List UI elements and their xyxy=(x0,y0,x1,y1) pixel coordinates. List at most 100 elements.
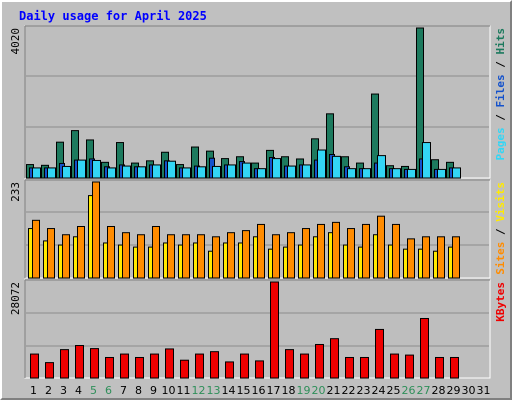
x-tick-label: 22 xyxy=(342,384,356,397)
x-tick-label: 9 xyxy=(150,384,157,397)
bar-sites-day-6 xyxy=(107,225,115,279)
bar-pages-day-3 xyxy=(62,165,71,179)
x-tick-label: 24 xyxy=(372,384,386,397)
x-tick-label: 20 xyxy=(312,384,326,397)
bar-sites-day-29 xyxy=(452,236,460,279)
bar-kbytes-day-24 xyxy=(375,328,384,379)
bar-sites-day-3 xyxy=(62,234,70,279)
legend-item: Sites xyxy=(494,242,507,275)
y-max-label: 4020 xyxy=(9,28,22,55)
bar-pages-day-10 xyxy=(167,160,176,179)
x-tick-label: 28 xyxy=(432,384,446,397)
x-tick-label: 17 xyxy=(267,384,281,397)
bar-pages-day-2 xyxy=(47,167,56,179)
bar-kbytes-day-28 xyxy=(435,356,444,379)
bar-kbytes-day-27 xyxy=(420,317,429,379)
bar-sites-day-16 xyxy=(257,223,265,279)
bar-sites-day-9 xyxy=(152,225,160,279)
x-tick-label: 23 xyxy=(357,384,371,397)
bar-kbytes-day-19 xyxy=(300,353,309,379)
bar-sites-day-28 xyxy=(437,236,445,279)
bar-kbytes-day-6 xyxy=(105,356,114,379)
bar-kbytes-day-5 xyxy=(90,348,99,379)
bar-sites-day-19 xyxy=(302,228,310,279)
bar-kbytes-day-20 xyxy=(315,343,324,379)
bar-sites-day-20 xyxy=(317,223,325,279)
bar-sites-day-23 xyxy=(362,223,370,279)
bar-pages-day-19 xyxy=(302,164,311,179)
panel-visits-sites: 233 Sites / Visits xyxy=(9,179,507,279)
x-tick-label: 18 xyxy=(282,384,296,397)
bar-kbytes-day-22 xyxy=(345,356,354,379)
bar-sites-day-4 xyxy=(77,225,85,279)
bar-kbytes-day-21 xyxy=(330,338,339,379)
x-tick-label: 10 xyxy=(162,384,176,397)
bar-kbytes-day-11 xyxy=(180,359,189,379)
bar-pages-day-26 xyxy=(407,168,416,179)
bar-pages-day-6 xyxy=(107,167,116,179)
x-tick-label: 27 xyxy=(417,384,431,397)
bar-sites-day-10 xyxy=(167,234,175,279)
x-tick-label: 2 xyxy=(45,384,52,397)
legend: Pages / Files / Hits xyxy=(494,28,507,161)
x-tick-label: 19 xyxy=(297,384,311,397)
x-tick-label: 5 xyxy=(90,384,97,397)
bar-kbytes-day-7 xyxy=(120,353,129,379)
bar-pages-day-20 xyxy=(317,149,326,179)
bar-sites-day-27 xyxy=(422,236,430,279)
x-tick-label: 26 xyxy=(402,384,416,397)
x-tick-label: 4 xyxy=(75,384,82,397)
bar-pages-day-1 xyxy=(32,167,41,179)
bar-sites-day-15 xyxy=(242,230,250,279)
bar-kbytes-day-17 xyxy=(270,281,279,379)
bar-kbytes-day-2 xyxy=(45,362,54,379)
bar-pages-day-8 xyxy=(137,166,146,179)
y-max-label: 233 xyxy=(9,182,22,202)
panel-hits-files-pages: 4020 Pages / Files / Hits xyxy=(9,25,507,179)
bar-pages-day-27 xyxy=(422,142,431,179)
x-tick-label: 3 xyxy=(60,384,67,397)
bar-sites-day-21 xyxy=(332,221,340,279)
legend: KBytes xyxy=(494,282,507,322)
bar-pages-day-12 xyxy=(197,166,206,179)
legend-item: Files xyxy=(494,74,507,107)
bar-kbytes-day-23 xyxy=(360,356,369,379)
bar-kbytes-day-10 xyxy=(165,348,174,379)
x-tick-label: 7 xyxy=(120,384,127,397)
bar-pages-day-29 xyxy=(452,167,461,179)
x-tick-label: 6 xyxy=(105,384,112,397)
bar-pages-day-15 xyxy=(242,162,251,179)
legend-item: Pages xyxy=(494,127,507,160)
bar-sites-day-25 xyxy=(392,223,400,279)
bar-sites-day-14 xyxy=(227,232,235,279)
bar-pages-day-24 xyxy=(377,155,386,179)
bar-sites-day-18 xyxy=(287,232,295,279)
bar-pages-day-9 xyxy=(152,164,161,179)
bar-sites-day-2 xyxy=(47,228,55,279)
x-tick-label: 8 xyxy=(135,384,142,397)
bar-pages-day-23 xyxy=(362,168,371,179)
bar-sites-day-24 xyxy=(377,215,385,279)
bar-sites-day-17 xyxy=(272,234,280,279)
x-tick-label: 12 xyxy=(192,384,206,397)
bar-sites-day-1 xyxy=(32,219,40,279)
bar-sites-day-22 xyxy=(347,228,355,279)
bar-kbytes-day-29 xyxy=(450,356,459,379)
x-tick-label: 15 xyxy=(237,384,251,397)
bar-pages-day-21 xyxy=(332,155,341,179)
bar-kbytes-day-3 xyxy=(60,349,69,379)
bar-kbytes-day-26 xyxy=(405,354,414,379)
x-tick-label: 16 xyxy=(252,384,266,397)
bar-sites-day-26 xyxy=(407,238,415,279)
bar-pages-day-5 xyxy=(92,159,101,179)
y-max-label: 28072 xyxy=(9,282,22,315)
bar-sites-day-5 xyxy=(92,181,100,279)
bar-pages-day-17 xyxy=(272,158,281,179)
bar-kbytes-day-14 xyxy=(225,361,234,379)
bar-kbytes-day-13 xyxy=(210,351,219,379)
legend-item: Visits xyxy=(494,182,507,222)
bar-pages-day-4 xyxy=(77,159,86,179)
bar-kbytes-day-12 xyxy=(195,353,204,379)
legend: Sites / Visits xyxy=(494,182,507,275)
